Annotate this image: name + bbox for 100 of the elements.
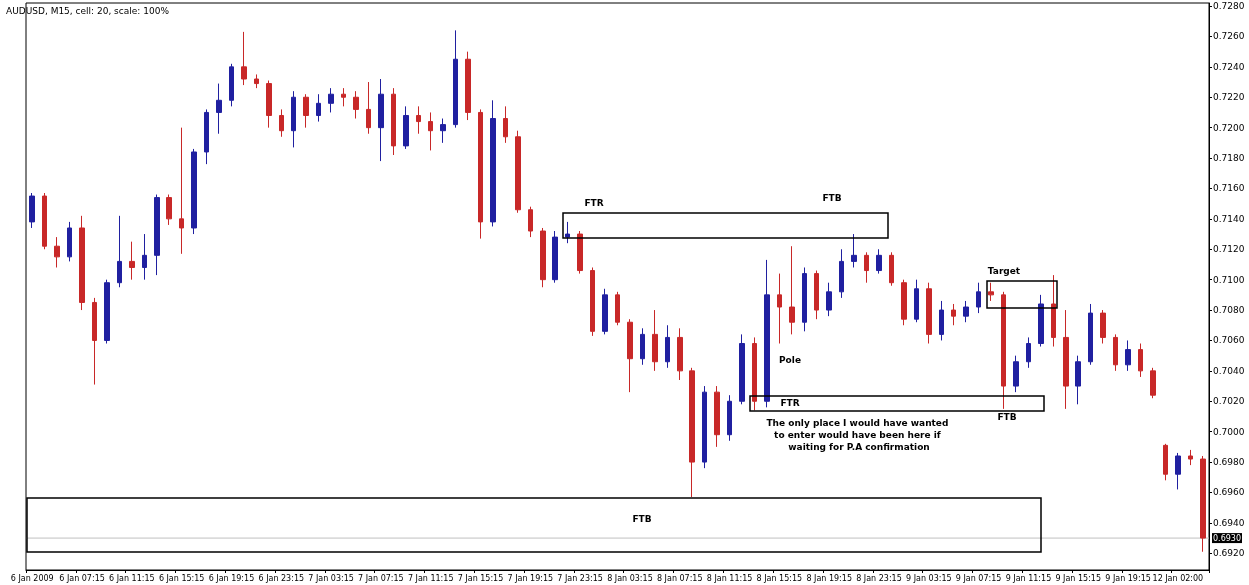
candlestick [453, 29, 458, 129]
annotation: FTR [780, 398, 800, 408]
candlestick [465, 51, 471, 121]
candlestick [54, 236, 60, 268]
y-tick-label: 0.7080 [1213, 305, 1245, 316]
candlestick [777, 273, 782, 344]
candlestick [179, 127, 184, 255]
candlestick [677, 327, 683, 381]
y-tick-label: 0.6960 [1213, 487, 1245, 498]
candlestick [204, 108, 209, 165]
candlestick [602, 288, 608, 335]
annotation: FTB [822, 193, 842, 203]
y-tick-label: 0.7000 [1213, 426, 1245, 437]
candlestick [328, 87, 334, 113]
candlestick [1150, 367, 1156, 399]
candlestick [341, 87, 346, 107]
candlestick [876, 248, 882, 275]
candlestick [565, 221, 570, 244]
candlestick [652, 309, 658, 372]
y-tick-label: 0.7220 [1213, 92, 1245, 103]
candlestick [1163, 443, 1168, 481]
x-tick-label: 6 Jan 11:15 [109, 573, 155, 583]
candlestick [254, 73, 259, 89]
x-tick-label: 7 Jan 11:15 [407, 573, 454, 583]
x-tick-label: 8 Jan 15:15 [756, 573, 803, 583]
candlestick [515, 130, 521, 214]
x-tick-label: 12 Jan 02:00 [1152, 573, 1204, 583]
candlestick [1001, 291, 1006, 410]
y-tick-label: 0.7260 [1213, 31, 1245, 42]
candlestick [229, 63, 234, 107]
x-tick-label: 7 Jan 15:15 [457, 573, 504, 583]
candlestick [216, 83, 222, 135]
x-tick-label: 6 Jan 2009 [10, 573, 54, 583]
x-tick-label: 9 Jan 15:15 [1055, 573, 1102, 583]
candlestick [403, 105, 409, 150]
candlestick [241, 31, 247, 86]
x-tick-label: 6 Jan 07:15 [59, 573, 105, 583]
candlestick [951, 303, 956, 326]
candlestick [266, 80, 272, 129]
x-tick-label: 7 Jan 03:15 [308, 573, 354, 583]
y-tick-label: 0.7240 [1213, 61, 1245, 72]
candlestick [104, 279, 110, 344]
candlestick [789, 245, 795, 335]
candlestick [191, 148, 197, 235]
candlestick [926, 282, 932, 344]
candlestick [79, 215, 85, 311]
candlestick [1188, 449, 1193, 466]
x-tick-label: 9 Jan 19:15 [1105, 573, 1151, 583]
x-tick-label: 8 Jan 03:15 [607, 573, 653, 583]
candlestick [1051, 274, 1056, 348]
ref-line-label: 0.6930 [1213, 533, 1241, 543]
x-tick-label: 7 Jan 19:15 [507, 573, 554, 583]
x-tick-label: 9 Jan 07:15 [955, 573, 1002, 583]
candlestick [1200, 455, 1206, 553]
candlestick [428, 111, 433, 151]
y-tick-label: 0.7060 [1213, 335, 1245, 346]
candlestick [1063, 309, 1069, 410]
candlestick [490, 99, 496, 227]
candlestick [154, 194, 160, 276]
candlestick [901, 279, 907, 326]
candlestick [440, 118, 446, 144]
annotation: Pole [779, 355, 801, 365]
candlestick [665, 324, 670, 369]
annotation: The only place I would have wanted to enter would have been here if waiting for P.A confirmation [766, 418, 952, 452]
candlestick [1125, 339, 1131, 372]
candlestick [851, 233, 857, 268]
candlestick [92, 297, 97, 386]
candlestick [914, 279, 919, 323]
candlestick [590, 267, 595, 337]
annotation: FTR [584, 198, 604, 208]
candlestick [727, 394, 732, 442]
y-tick-label: 0.7100 [1213, 274, 1245, 285]
x-tick-label: 6 Jan 15:15 [158, 573, 205, 583]
candlestick [714, 385, 720, 448]
y-tick-label: 0.7280 [1213, 1, 1245, 12]
x-tick-label: 8 Jan 19:15 [806, 573, 852, 583]
y-tick-label: 0.6940 [1213, 517, 1245, 528]
candlestick [689, 367, 695, 498]
candlestick [752, 336, 757, 411]
candlestick [1013, 355, 1019, 393]
candlestick [864, 251, 869, 284]
y-tick-label: 0.7200 [1213, 122, 1245, 133]
candlestick [739, 333, 745, 405]
x-tick-label: 9 Jan 11:15 [1005, 573, 1052, 583]
candlestick [540, 227, 546, 288]
candlestick [839, 248, 844, 299]
candlestick [42, 192, 47, 250]
candlestick [1113, 333, 1118, 372]
candlestick [353, 90, 359, 120]
y-tick-label: 0.7040 [1213, 365, 1245, 376]
y-tick-label: 0.7120 [1213, 244, 1245, 255]
x-tick-label: 8 Jan 11:15 [706, 573, 753, 583]
candlestick [764, 259, 770, 408]
candlestick [378, 78, 384, 162]
candlestick [503, 105, 508, 144]
x-tick-label: 6 Jan 19:15 [208, 573, 255, 583]
y-tick-label: 0.7180 [1213, 153, 1245, 164]
candlestick [702, 385, 707, 469]
candlestick [627, 318, 633, 393]
candlestick [166, 194, 172, 226]
